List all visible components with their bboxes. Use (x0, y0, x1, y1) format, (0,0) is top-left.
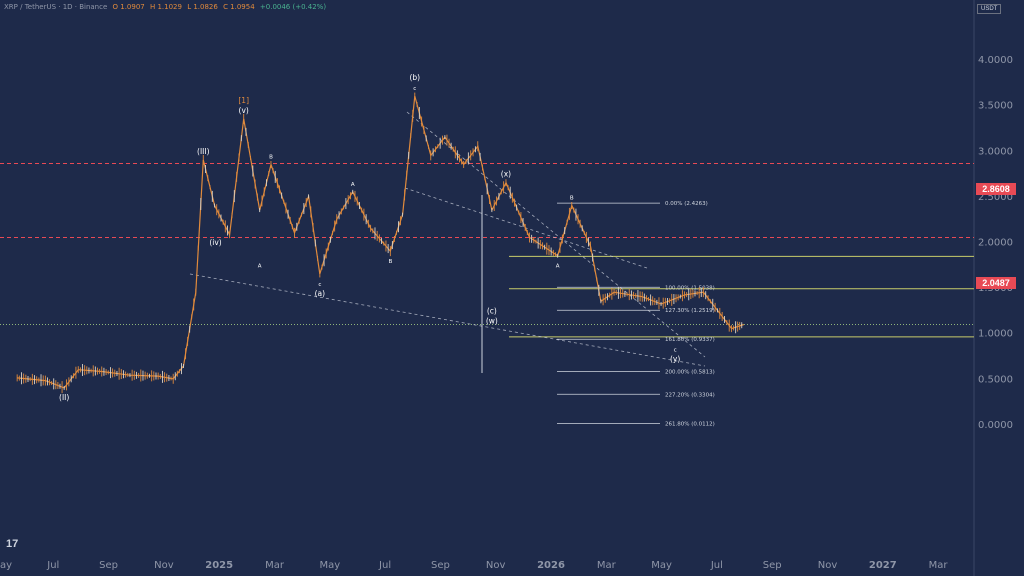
price-tag-2-8608: 2.8608 (976, 183, 1016, 195)
wave-label-14: (c) (487, 306, 497, 315)
fib-label-3: 161.80% (0.9337) (665, 337, 715, 343)
x-tick-label-17: Mar (929, 560, 949, 571)
wave-label-13: (x) (501, 170, 511, 179)
x-tick-label-6: May (319, 560, 340, 571)
wave-label-6: B (269, 154, 273, 160)
x-tick-label-0: ay (0, 560, 12, 571)
x-tick-label-8: Sep (431, 560, 450, 571)
wave-label-0: (II) (59, 393, 69, 402)
y-tick-label-6: 1.0000 (978, 329, 1013, 340)
y-tick-label-1: 3.5000 (978, 101, 1013, 112)
x-tick-label-11: Mar (597, 560, 617, 571)
wave-label-2: (iv) (209, 238, 221, 247)
wave-label-15: (w) (486, 316, 498, 325)
x-tick-label-5: Mar (265, 560, 285, 571)
x-tick-label-3: Nov (154, 560, 174, 571)
trend-line-1 (406, 111, 706, 358)
y-tick-label-7: 0.5000 (978, 374, 1013, 385)
fib-label-0: 0.00% (2.4263) (665, 201, 708, 207)
wave-label-3: (v) (239, 106, 249, 115)
wave-label-10: B (388, 259, 392, 265)
x-tick-label-12: May (651, 560, 672, 571)
y-tick-label-8: 0.0000 (978, 420, 1013, 431)
wave-label-1: (III) (197, 147, 210, 156)
wave-label-8: (a) (315, 289, 326, 298)
wave-label-5: A (258, 264, 262, 270)
fib-label-4: 200.00% (0.5813) (665, 369, 715, 375)
change-value: +0.0046 (+0.42%) (259, 3, 327, 11)
x-tick-label-14: Sep (763, 560, 782, 571)
price-tag-2-0487: 2.0487 (976, 277, 1016, 289)
wave-label-19: (y) (670, 355, 680, 364)
y-tick-label-3: 2.5000 (978, 192, 1013, 203)
wave-label-11: c (413, 86, 416, 92)
currency-button[interactable]: USDT (977, 4, 1002, 14)
x-tick-label-10: 2026 (537, 560, 565, 571)
y-tick-label-0: 4.0000 (978, 55, 1013, 66)
x-tick-label-4: 2025 (205, 560, 233, 571)
x-tick-label-9: Nov (486, 560, 506, 571)
symbol-label: XRP / TetherUS · 1D · Binance (4, 3, 108, 11)
open-value: O 1.0907 (112, 3, 145, 11)
trend-line-0 (189, 273, 706, 367)
wave-label-12: (b) (409, 73, 420, 82)
x-tick-label-7: Jul (378, 560, 391, 571)
x-tick-label-16: 2027 (869, 560, 897, 571)
x-tick-label-13: Jul (710, 560, 723, 571)
tradingview-logo-icon[interactable]: 17 (6, 538, 19, 550)
fib-label-6: 261.80% (0.0112) (665, 421, 715, 427)
fib-label-1: 100.00% (1.5038) (665, 285, 715, 291)
x-tick-label-1: Jul (46, 560, 59, 571)
y-tick-label-2: 3.0000 (978, 146, 1013, 157)
wave-label-9: A (351, 182, 355, 188)
wave-label-4: [1] (238, 96, 249, 105)
high-value: H 1.1029 (149, 3, 182, 11)
symbol-header: XRP / TetherUS · 1D · Binance O 1.0907 H… (4, 3, 329, 11)
price-line-series (17, 95, 744, 389)
close-value: C 1.0954 (223, 3, 255, 11)
wave-label-17: A (556, 264, 560, 270)
wave-label-7: c (318, 282, 321, 288)
x-tick-label-2: Sep (99, 560, 118, 571)
y-tick-label-4: 2.0000 (978, 238, 1013, 249)
wave-label-18: c (674, 348, 677, 354)
low-value: L 1.0826 (187, 3, 218, 11)
x-tick-label-15: Nov (818, 560, 838, 571)
fib-label-5: 227.20% (0.3304) (665, 392, 715, 398)
fib-label-2: 127.30% (1.2519) (665, 308, 715, 314)
wave-label-16: B (570, 196, 574, 202)
